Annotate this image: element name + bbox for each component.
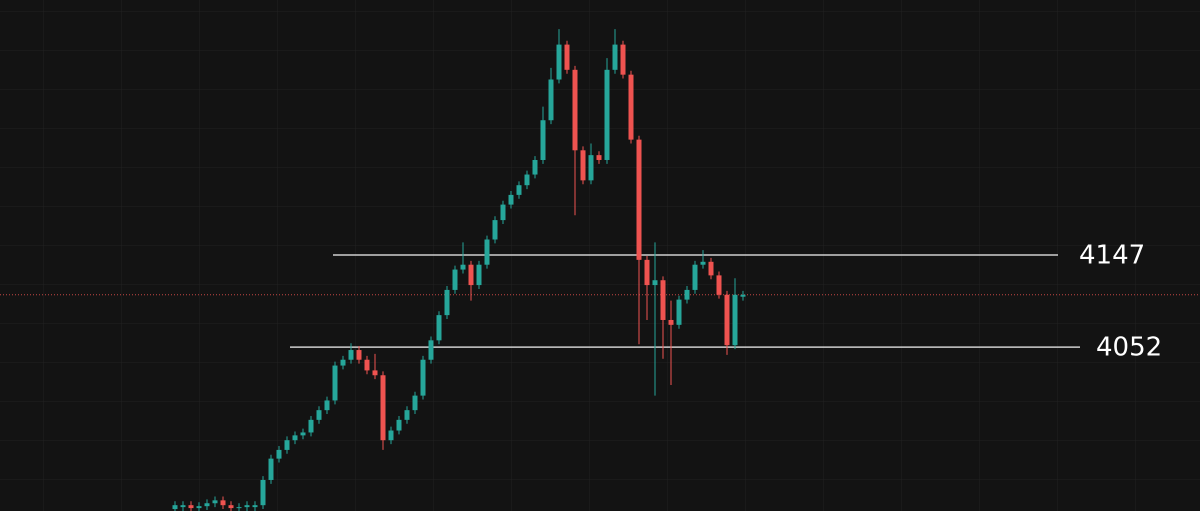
candle-body	[324, 400, 330, 411]
candle-body	[340, 359, 346, 366]
candle-body	[436, 315, 442, 341]
candle-body	[380, 375, 386, 441]
candle-body	[260, 479, 266, 506]
candle-body	[724, 294, 730, 346]
candle-body	[212, 500, 218, 504]
candle-body	[476, 264, 482, 286]
candle-body	[348, 350, 354, 360]
candle-body	[308, 419, 314, 433]
candle-body	[228, 505, 234, 509]
candle-body	[628, 74, 634, 140]
candle-body	[316, 410, 322, 420]
candle-body	[420, 359, 426, 396]
candle-body	[332, 365, 338, 401]
candle-body	[732, 294, 738, 346]
candle-body	[460, 264, 466, 270]
level-label: 4147	[1079, 241, 1145, 271]
candle-body	[588, 155, 594, 181]
candle-body	[204, 503, 210, 507]
candle-body	[684, 289, 690, 300]
candle-body	[524, 174, 530, 186]
candle-body	[284, 440, 290, 450]
candle-body	[692, 264, 698, 290]
candle-body	[428, 340, 434, 360]
candle-body	[484, 239, 490, 265]
candle-body	[740, 294, 746, 297]
level-label: 4052	[1096, 333, 1162, 363]
candle-body	[652, 280, 658, 286]
candle-body	[252, 505, 258, 508]
candle-body	[404, 410, 410, 420]
candle-body	[708, 261, 714, 276]
candle-body	[300, 432, 306, 436]
candle-body	[364, 359, 370, 371]
candle-body	[564, 44, 570, 70]
candle-body	[636, 139, 642, 260]
candle-body	[500, 204, 506, 221]
candle-body	[644, 259, 650, 286]
candle-body	[540, 120, 546, 160]
candle-body	[196, 506, 202, 509]
candle-body	[716, 275, 722, 295]
candle-body	[468, 264, 474, 286]
candle-body	[276, 449, 282, 459]
candle-body	[660, 280, 666, 320]
candle-body	[172, 505, 178, 510]
candle-body	[676, 299, 682, 325]
candle-body	[572, 69, 578, 151]
candle-body	[516, 185, 522, 195]
candle-body	[388, 430, 394, 441]
candle-body	[596, 155, 602, 160]
candle-body	[492, 220, 498, 240]
candle-body	[188, 505, 194, 509]
candle-body	[604, 69, 610, 160]
candle-body	[444, 289, 450, 316]
candle-body	[396, 419, 402, 431]
candle-body	[412, 395, 418, 411]
candle-body	[700, 261, 706, 265]
candle-body	[180, 505, 186, 508]
candle-body	[508, 194, 514, 205]
candle-body	[556, 44, 562, 80]
candle-body	[356, 350, 362, 360]
candle-body	[220, 500, 226, 506]
candle-body	[236, 507, 242, 509]
candle-body	[612, 44, 618, 70]
candle-body	[452, 269, 458, 290]
candle-body	[292, 435, 298, 441]
candle-body	[244, 505, 250, 508]
candle-body	[580, 150, 586, 181]
candle-body	[668, 319, 674, 325]
candle-body	[372, 370, 378, 376]
candle-body	[268, 458, 274, 480]
candle-body	[532, 159, 538, 175]
candle-body	[548, 79, 554, 121]
candle-body	[620, 44, 626, 75]
